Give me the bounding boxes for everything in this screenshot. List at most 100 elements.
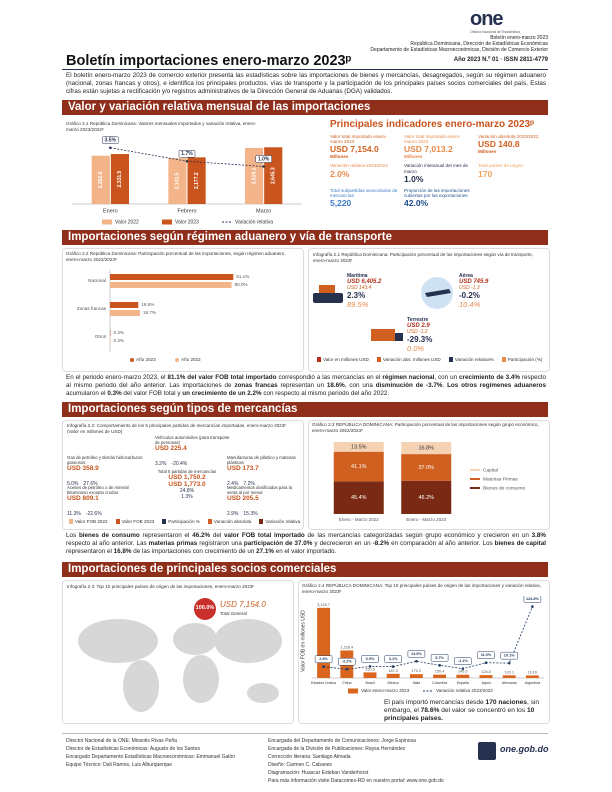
legend-item: Valor FOB 2023 xyxy=(115,519,154,524)
y-tick-label: Zonas francas xyxy=(77,306,107,311)
legend-item: Participación % xyxy=(162,519,200,524)
line-point xyxy=(531,605,534,608)
truck-icon xyxy=(395,333,403,341)
value-box xyxy=(523,596,542,603)
bar xyxy=(386,673,400,678)
total-item: Total 5 partidas de mercancías USD 1,750.… xyxy=(151,469,223,500)
legend-label: Valor 2023 xyxy=(175,219,199,225)
bar-segment xyxy=(333,442,384,452)
bar xyxy=(479,675,493,678)
chart: Nacional 81.1% 80.0% Zonas francas 18.6% 19.7… xyxy=(77,270,249,362)
line-value-label: 10.1% xyxy=(504,654,515,658)
segment-label: 41.1% xyxy=(351,464,367,470)
text-line: Diagramación: Huascar Esteban Vanderhors… xyxy=(268,770,369,776)
indicator: Total subpartidas arancelarias de mercan… xyxy=(330,188,398,208)
issue: Año 2023 N.º 01 · ISSN 2811-4779 xyxy=(453,57,548,63)
line-value-label: 1.7% xyxy=(181,151,193,157)
bar xyxy=(110,274,234,280)
bar xyxy=(110,302,139,308)
text-run: del valor FOB total y xyxy=(121,390,183,397)
bold-text: bienes de capital xyxy=(494,540,546,547)
indicator-unit: Millones xyxy=(478,149,497,155)
product-value: USD 809.1 xyxy=(67,495,99,502)
transport-icons xyxy=(313,277,453,341)
bar-value-label: 2,141.5 xyxy=(175,172,181,189)
bold-text: crecimiento de 3.4% xyxy=(459,374,520,381)
total-value: USD 7,154.0 xyxy=(220,600,266,609)
value-box xyxy=(430,654,449,662)
x-tick-label: Estados Unidos xyxy=(311,681,336,685)
line-value-label: 3.5% xyxy=(105,138,117,144)
indicator-value: 170 xyxy=(478,168,493,179)
line-point xyxy=(484,661,488,665)
line-point xyxy=(415,659,418,663)
product-share: 2.4% xyxy=(227,481,239,487)
indicator-label: Proporción de las importaciones cubierta… xyxy=(404,187,470,199)
line-value-label: 13.9% xyxy=(411,652,422,656)
mode-abs: USD -1.3 xyxy=(459,285,480,291)
transport-mode: Terrestre USD 2.9 USD -1.2 -29.3% 0.0% xyxy=(407,317,477,353)
bold-text: valor FOB total importado xyxy=(224,532,305,539)
line-point xyxy=(461,667,465,670)
indicator-label: Valor total importado enero-marzo 2023 xyxy=(330,134,387,145)
text-run: , con un xyxy=(434,374,460,381)
bold-text: -8.2% xyxy=(372,540,390,547)
bar xyxy=(110,310,140,316)
indicator: Variación relativa 2023/2022 2.0% xyxy=(330,163,398,183)
bold-text: 46.2% xyxy=(192,532,211,539)
bar xyxy=(502,675,516,678)
text-run: respecto al mismo periodo del año anteri… xyxy=(66,374,547,389)
text-run: En el periodo enero-marzo 2023, el xyxy=(66,374,168,381)
text-run: registraron una xyxy=(197,540,244,547)
text-run: del valor se concentró en los xyxy=(439,707,527,714)
section-title: Importaciones de principales socios come… xyxy=(62,562,548,577)
panel xyxy=(298,580,550,724)
legend-label: Valor enero-marzo 2023 xyxy=(361,688,410,693)
mode-share: 0.0% xyxy=(407,344,425,353)
product-item: Manufacturas de plástico y materias plás… xyxy=(227,455,303,490)
bold-text: 170 naciones xyxy=(485,699,527,706)
footer-logo xyxy=(478,742,496,760)
page-title: Boletín importaciones enero-marzo 2023ᵖ xyxy=(66,53,352,69)
line-value-label: 11.0% xyxy=(481,653,492,657)
logo-subtitle: Oficina Nacional de Estadística xyxy=(470,30,520,34)
bold-text: 0.3% xyxy=(107,390,122,397)
bar-value-label: 146.3 xyxy=(458,670,468,674)
x-tick-label: Enero - Marzo 2022 xyxy=(339,517,379,522)
legend-label: Bienes de consumo xyxy=(483,485,525,491)
x-tick-label: Argentina xyxy=(525,681,540,685)
legend-swatch xyxy=(175,358,179,362)
value-box xyxy=(314,655,333,663)
product-rel: -20.4% xyxy=(171,461,188,467)
text-run: de las mercancías categorizadas según gr… xyxy=(304,532,532,539)
indicator-label: Total subpartidas arancelarias de mercan… xyxy=(330,187,398,199)
text-line: Diseño: Carmen C. Cabanes xyxy=(268,762,332,768)
bar xyxy=(525,675,539,678)
x-tick-label: España xyxy=(457,681,469,685)
bar xyxy=(433,674,447,678)
mode-name: Marítima xyxy=(347,273,368,279)
x-tick-label: Italia xyxy=(413,681,421,685)
text-line: Encargada de la División de Publicacione… xyxy=(268,746,406,752)
line-value-label: -2.2% xyxy=(342,660,353,664)
y-tick-label: Otros xyxy=(95,334,107,339)
line-point xyxy=(185,159,189,163)
paragraph: Los bienes de consumo representaron el 4… xyxy=(66,532,546,556)
section-title: Importaciones según régimen aduanero y v… xyxy=(62,230,548,245)
bar-value-label: 3,128.7 xyxy=(317,603,330,607)
x-tick-label: Japón xyxy=(481,681,491,685)
indicator-label: Variación interanual del mes de marzo xyxy=(404,163,469,174)
text-run: , sin embargo, el xyxy=(384,699,540,714)
line-value-label: 124.8% xyxy=(526,597,540,601)
total-share: 100.0% xyxy=(195,605,215,611)
product-item: Vehículos automóviles (para transporte d… xyxy=(155,435,231,470)
product-name: Vehículos automóviles (para transporte d… xyxy=(155,435,230,445)
indicator-label: Valor total importado enero-marzo 2022 xyxy=(404,134,461,145)
value-box xyxy=(407,650,426,658)
indicator-value: 2.0% xyxy=(330,168,350,179)
bar-value-label: 2,331.5 xyxy=(117,170,123,187)
value-box xyxy=(338,657,356,666)
text-line: Encargada del Departamento de Comunicaci… xyxy=(268,738,416,744)
footer-rule xyxy=(62,733,548,734)
chart: 45.4% 41.1% 13.5% Enero - Marzo 2022 46.2% 37… xyxy=(333,442,525,522)
